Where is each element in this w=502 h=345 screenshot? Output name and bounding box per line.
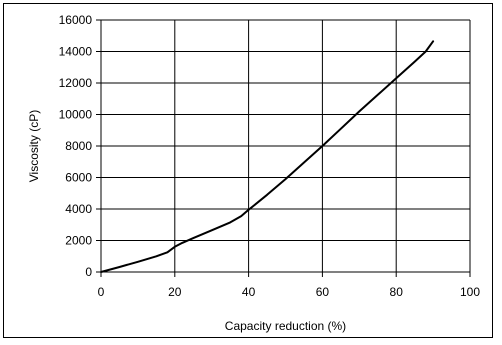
series-layer [100,40,435,273]
x-tick-label: 40 [242,285,256,299]
y-tick-label: 6000 [65,171,92,185]
y-tick-label: 2000 [65,234,92,248]
x-tick-label: 80 [390,285,404,299]
grid [96,19,471,277]
y-tick-label: 14000 [59,45,93,59]
x-axis-title: Capacity reduction (%) [225,319,346,333]
y-axis-title: Viscosity (cP) [27,110,41,182]
y-tick-label: 12000 [59,76,93,90]
y-tick-label: 8000 [65,139,92,153]
y-tick-label: 4000 [65,202,92,216]
chart-frame [3,3,493,338]
x-tick-label: 0 [98,285,105,299]
x-tick-labels: 0 20 40 60 80 100 [98,285,481,299]
y-tick-label: 0 [85,265,92,279]
x-tick-label: 60 [316,285,330,299]
y-tick-labels: 0 2000 4000 6000 8000 10000 12000 14000 16000 [59,13,93,279]
y-tick-label: 16000 [59,13,93,27]
series-line [100,40,435,273]
x-tick-label: 20 [168,285,182,299]
y-tick-label: 10000 [59,108,93,122]
x-tick-label: 100 [460,285,480,299]
